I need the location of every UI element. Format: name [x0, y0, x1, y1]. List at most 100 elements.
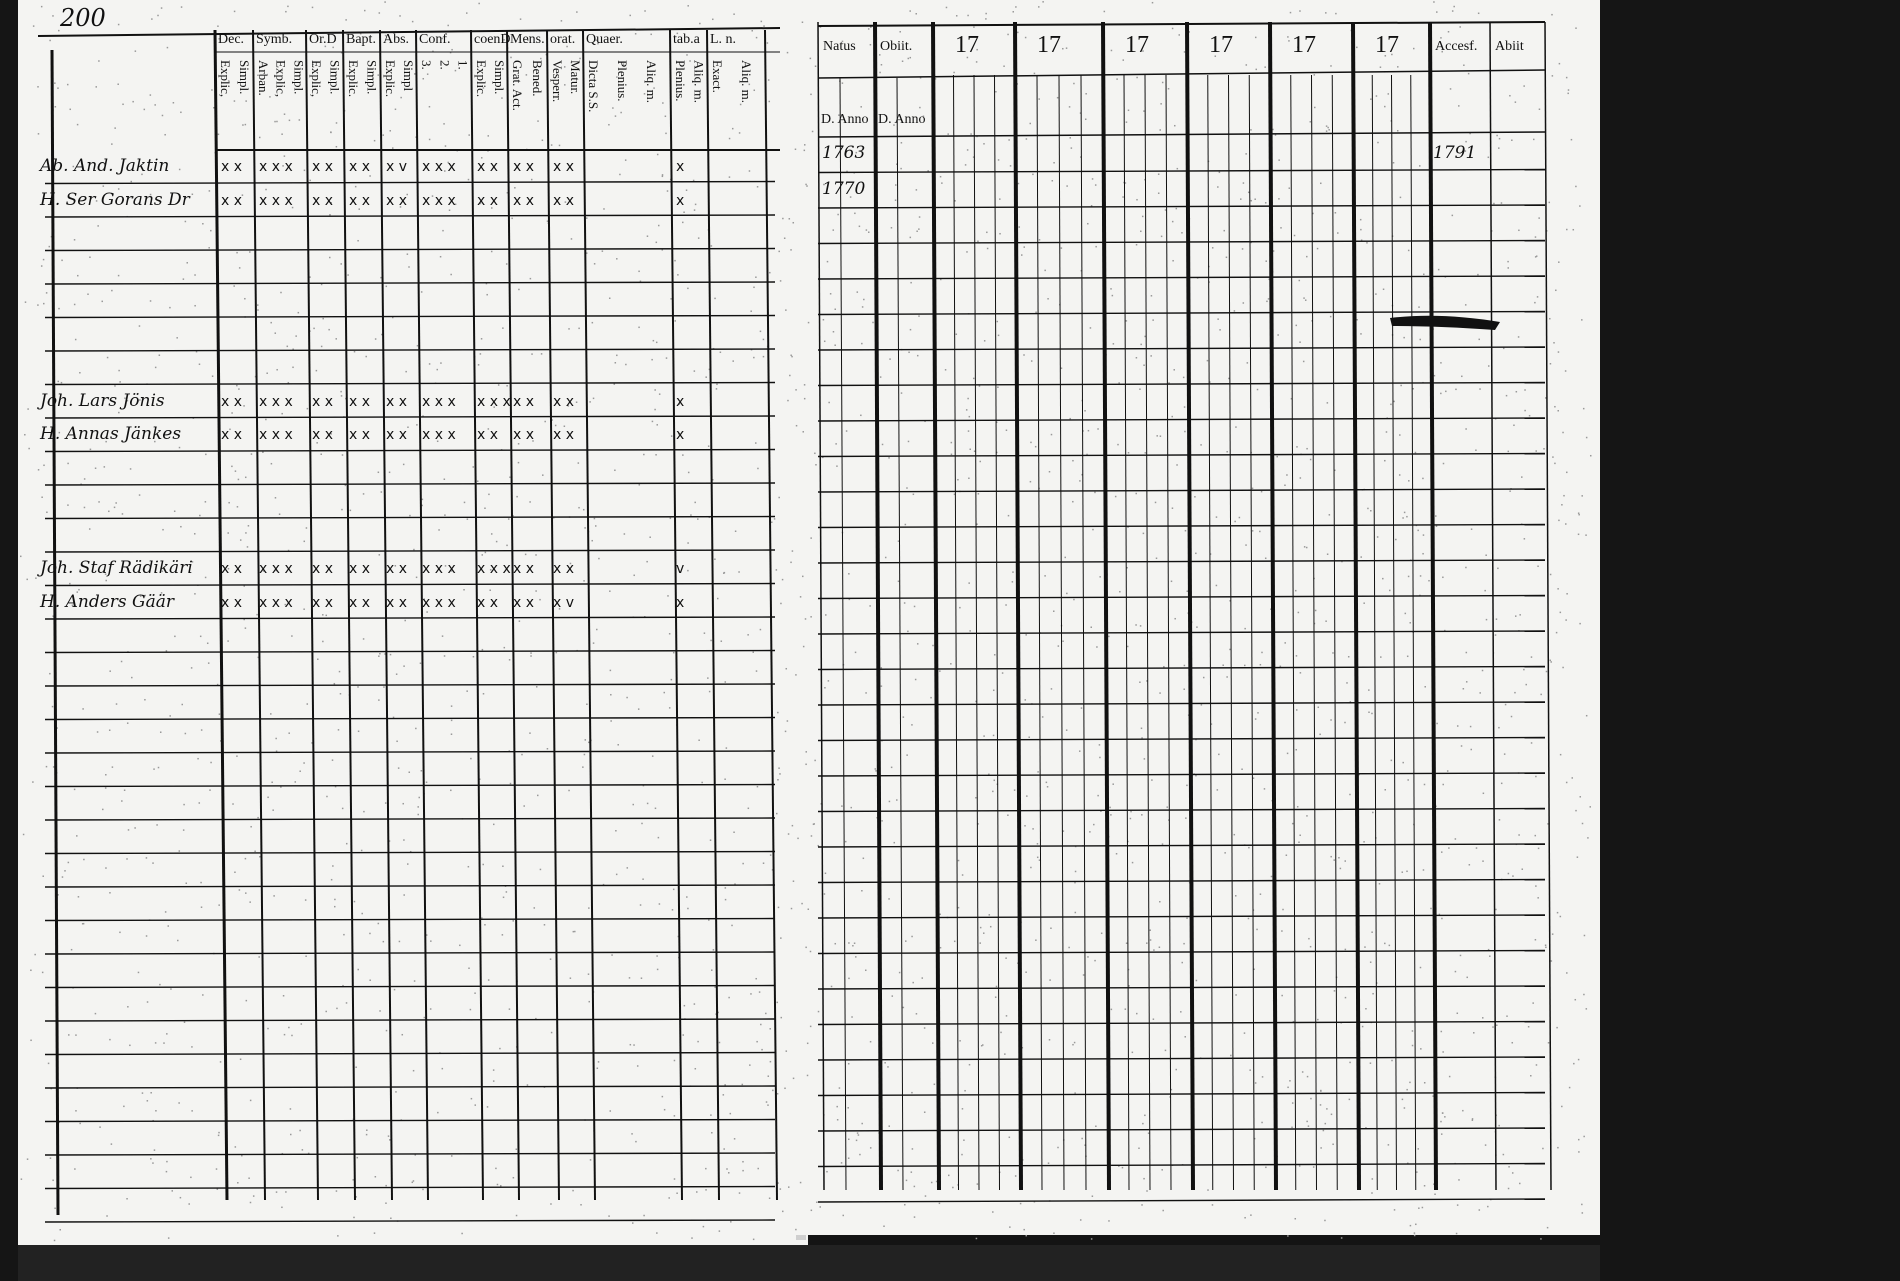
paper-speckle: [908, 441, 910, 443]
paper-speckle: [1508, 1166, 1510, 1168]
paper-speckle: [1435, 515, 1437, 517]
paper-speckle: [521, 754, 523, 756]
paper-speckle: [1577, 856, 1579, 858]
paper-speckle: [1389, 590, 1391, 592]
paper-speckle: [1496, 618, 1498, 620]
paper-speckle: [656, 242, 658, 244]
column-header: Dec.: [218, 33, 244, 47]
paper-speckle: [1360, 219, 1362, 221]
paper-speckle: [608, 1215, 610, 1217]
paper-speckle: [1498, 727, 1500, 729]
paper-speckle: [1019, 226, 1021, 228]
paper-speckle: [156, 824, 158, 826]
paper-speckle: [627, 867, 629, 869]
paper-speckle: [1264, 66, 1266, 68]
paper-speckle: [1566, 77, 1568, 79]
paper-speckle: [1031, 360, 1033, 362]
paper-speckle: [259, 856, 261, 858]
paper-speckle: [614, 470, 616, 472]
paper-speckle: [1092, 529, 1094, 531]
paper-speckle: [1508, 873, 1510, 875]
paper-speckle: [568, 328, 570, 330]
paper-speckle: [74, 239, 76, 241]
paper-speckle: [152, 1162, 154, 1164]
paper-speckle: [1424, 1185, 1426, 1187]
paper-speckle: [696, 1191, 698, 1193]
paper-speckle: [1416, 1171, 1418, 1173]
paper-speckle: [1038, 98, 1040, 100]
paper-speckle: [1583, 994, 1585, 996]
paper-speckle: [1184, 431, 1186, 433]
check-mark: x x: [553, 428, 574, 442]
paper-speckle: [658, 837, 660, 839]
paper-speckle: [1558, 351, 1560, 353]
paper-speckle: [375, 1176, 377, 1178]
paper-speckle: [340, 693, 342, 695]
paper-speckle: [95, 468, 97, 470]
paper-speckle: [1469, 864, 1471, 866]
check-mark: x x: [349, 562, 370, 576]
paper-speckle: [455, 70, 457, 72]
paper-speckle: [633, 575, 635, 577]
paper-speckle: [1412, 1045, 1414, 1047]
paper-speckle: [610, 670, 612, 672]
paper-speckle: [1550, 363, 1552, 365]
paper-speckle: [404, 620, 406, 622]
paper-speckle: [967, 149, 969, 151]
paper-speckle: [656, 955, 658, 957]
paper-speckle: [1084, 410, 1086, 412]
paper-speckle: [1397, 130, 1399, 132]
paper-speckle: [1093, 824, 1095, 826]
paper-speckle: [265, 189, 267, 191]
paper-speckle: [1552, 75, 1554, 77]
paper-speckle: [164, 134, 166, 136]
paper-speckle: [578, 328, 580, 330]
paper-speckle: [245, 477, 247, 479]
scanner-background: [0, 0, 18, 1281]
paper-speckle: [403, 839, 405, 841]
paper-speckle: [656, 342, 658, 344]
paper-speckle: [244, 298, 246, 300]
paper-speckle: [212, 375, 214, 377]
paper-speckle: [111, 290, 113, 292]
paper-speckle: [482, 864, 484, 866]
paper-speckle: [38, 469, 40, 471]
paper-speckle: [1556, 1027, 1558, 1029]
paper-speckle: [1000, 1032, 1002, 1034]
paper-speckle: [220, 1061, 222, 1063]
paper-speckle: [118, 24, 120, 26]
paper-speckle: [800, 596, 802, 598]
paper-speckle: [468, 866, 470, 868]
paper-speckle: [946, 7, 948, 9]
paper-speckle: [1142, 216, 1144, 218]
paper-speckle: [756, 670, 758, 672]
paper-speckle: [1035, 939, 1037, 941]
paper-speckle: [1051, 434, 1053, 436]
paper-speckle: [1466, 652, 1468, 654]
column-header: 17: [1125, 33, 1149, 57]
paper-speckle: [880, 376, 882, 378]
paper-speckle: [379, 554, 381, 556]
paper-speckle: [888, 898, 890, 900]
paper-speckle: [257, 817, 259, 819]
paper-speckle: [1482, 670, 1484, 672]
paper-speckle: [1518, 834, 1520, 836]
check-mark: x x: [312, 428, 333, 442]
paper-speckle: [334, 899, 336, 901]
paper-speckle: [1141, 1204, 1143, 1206]
paper-speckle: [385, 1185, 387, 1187]
paper-speckle: [366, 1134, 368, 1136]
check-mark: x x: [477, 596, 498, 610]
paper-speckle: [967, 15, 969, 17]
paper-speckle: [777, 779, 779, 781]
paper-speckle: [48, 1063, 50, 1065]
paper-speckle: [408, 266, 410, 268]
paper-speckle: [787, 400, 789, 402]
paper-speckle: [1252, 488, 1254, 490]
paper-speckle: [1153, 1018, 1155, 1020]
paper-speckle: [118, 412, 120, 414]
paper-speckle: [104, 466, 106, 468]
paper-speckle: [1489, 955, 1491, 957]
check-mark: x x: [312, 395, 333, 409]
paper-speckle: [1412, 388, 1414, 390]
